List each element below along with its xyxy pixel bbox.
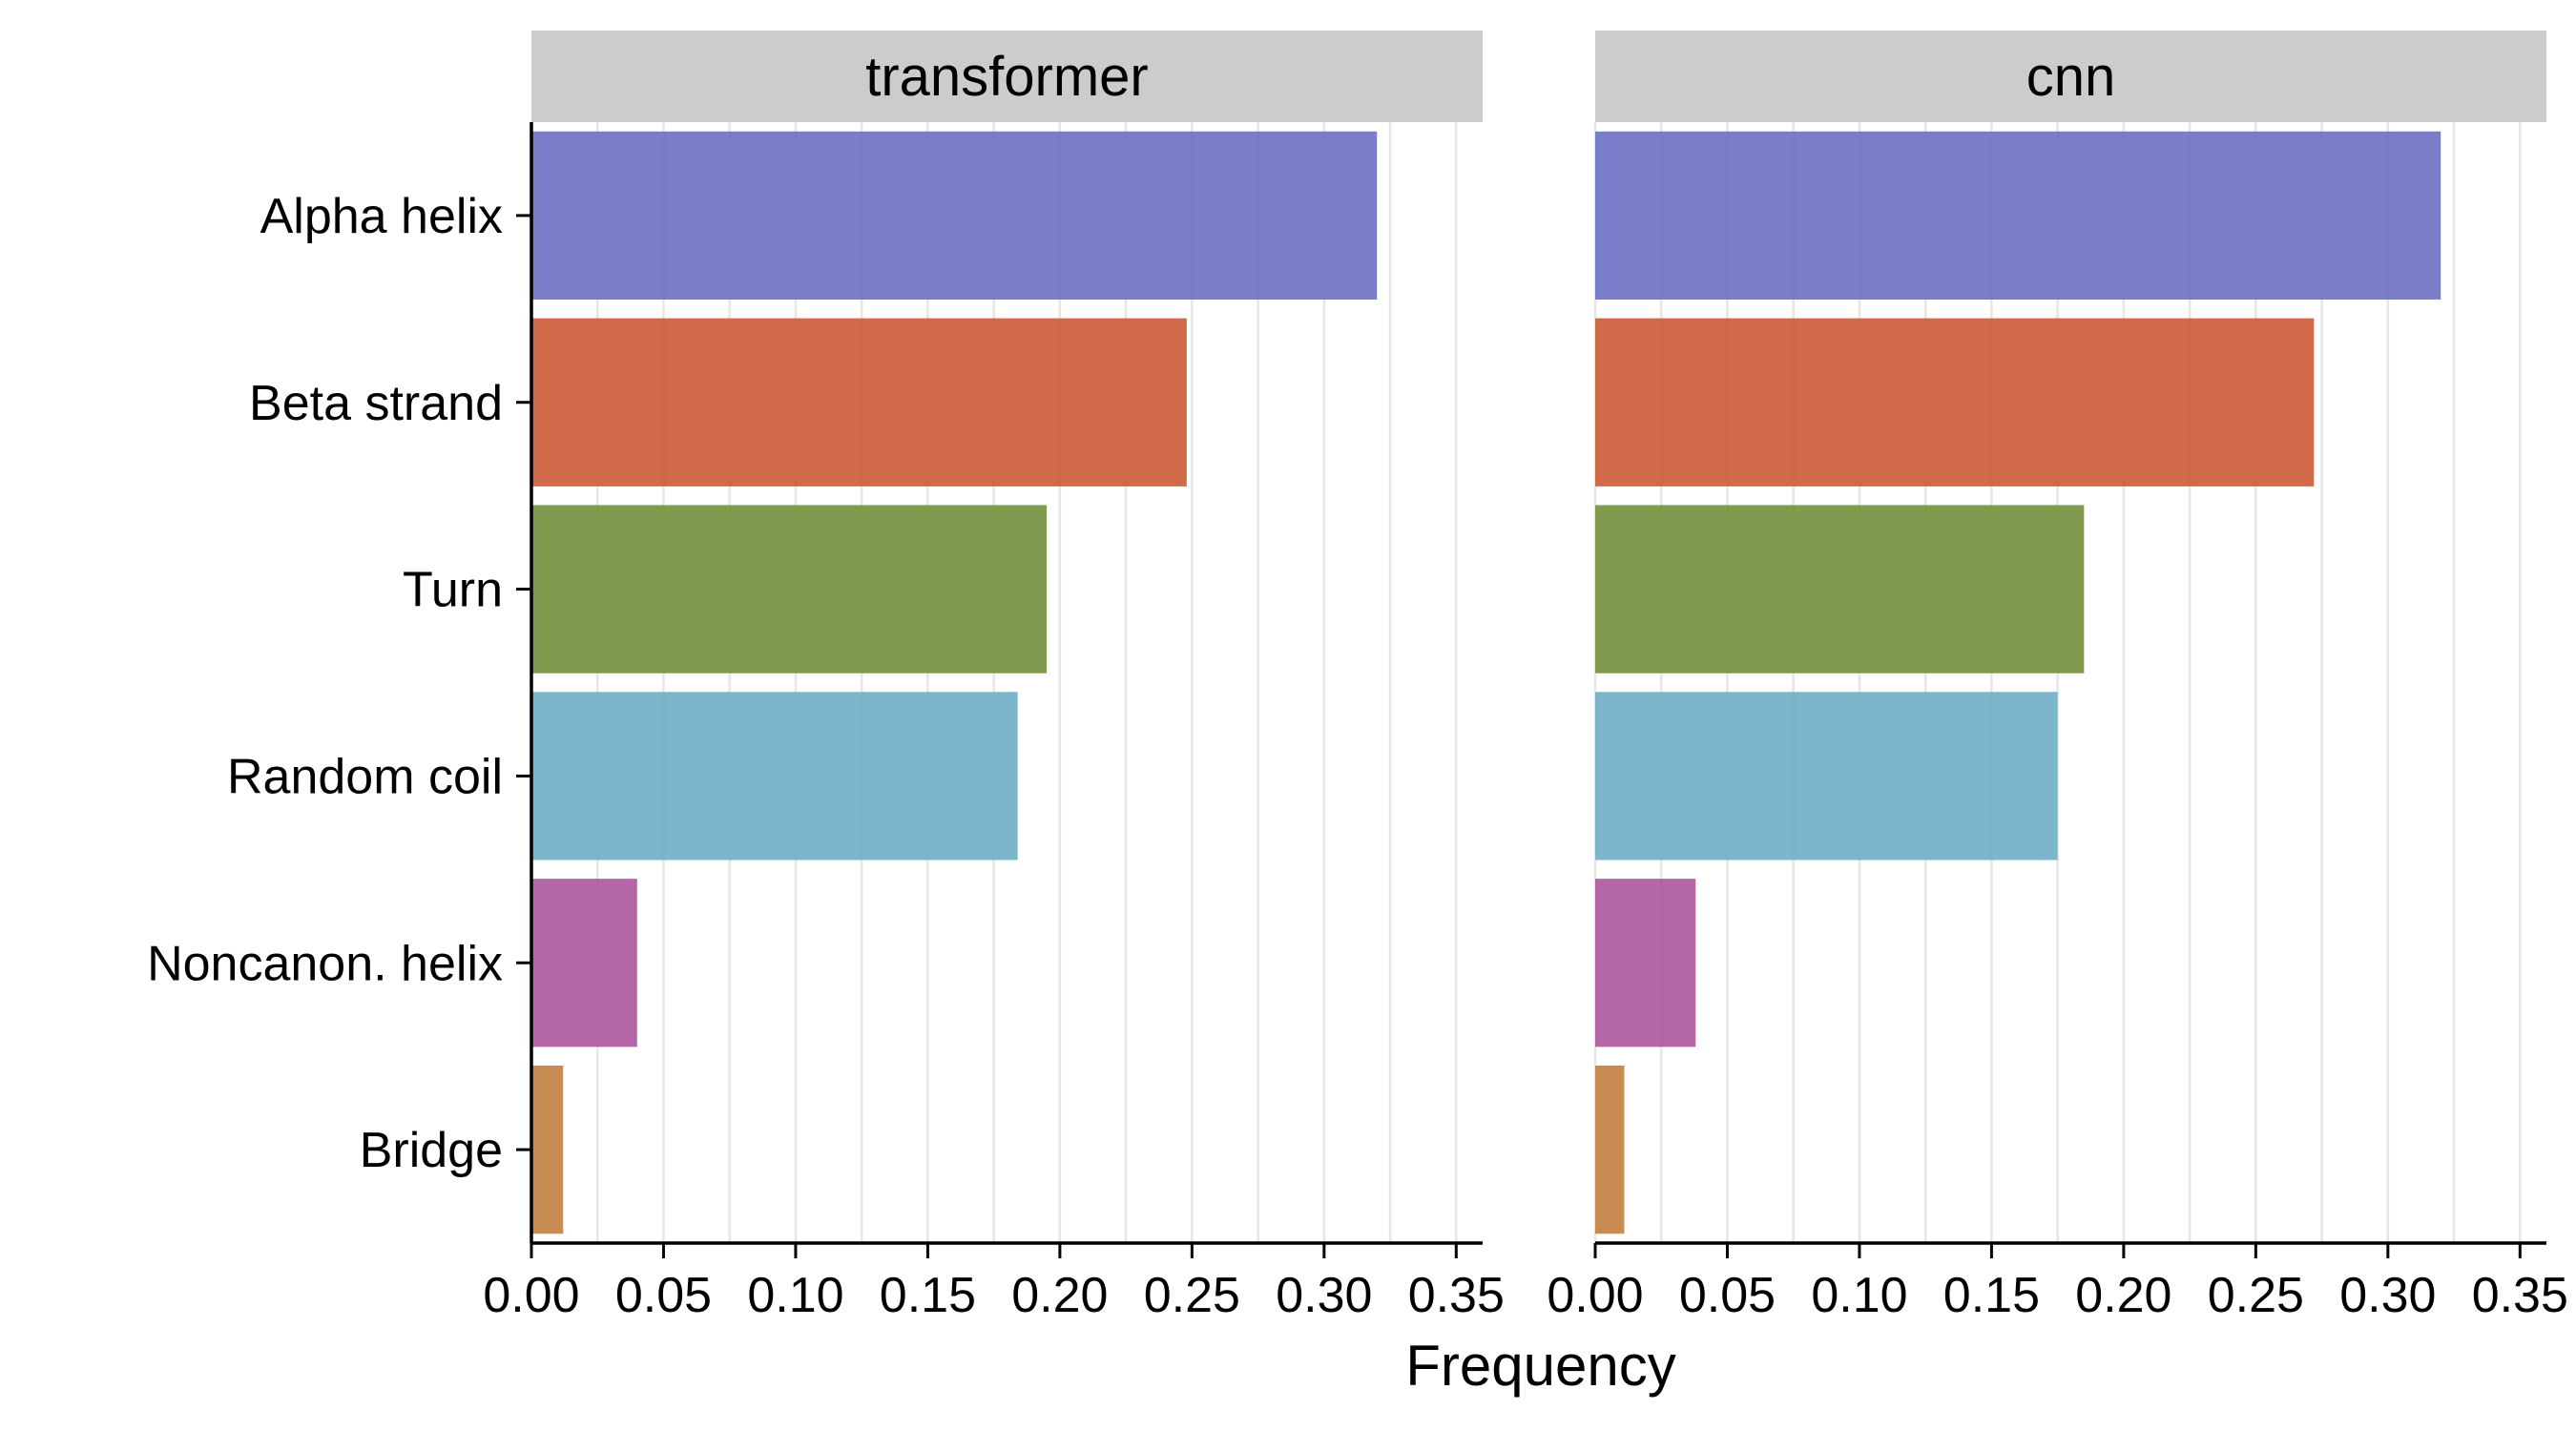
bar-alpha-helix	[1595, 131, 2441, 301]
y-tick-label: Alpha helix	[260, 189, 503, 244]
y-tick-label: Noncanon. helix	[147, 936, 503, 991]
bar-random-coil	[1595, 692, 2058, 861]
x-tick-label: 0.25	[2208, 1268, 2304, 1323]
facet-title: cnn	[2026, 46, 2116, 108]
x-tick-label: 0.00	[483, 1268, 579, 1323]
bar-noncanon-helix	[531, 879, 637, 1047]
bar-alpha-helix	[531, 131, 1378, 301]
x-tick-label: 0.00	[1547, 1268, 1643, 1323]
x-tick-label: 0.15	[880, 1268, 976, 1323]
bar-beta-strand	[1595, 318, 2315, 487]
x-tick-label: 0.05	[1679, 1268, 1776, 1323]
x-tick-label: 0.10	[1811, 1268, 1907, 1323]
bar-turn	[1595, 505, 2085, 674]
x-tick-label: 0.20	[2075, 1268, 2171, 1323]
x-tick-label: 0.30	[1276, 1268, 1372, 1323]
x-tick-label: 0.30	[2339, 1268, 2436, 1323]
bar-random-coil	[531, 692, 1018, 861]
x-tick-label: 0.35	[1408, 1268, 1505, 1323]
x-tick-label: 0.35	[2472, 1268, 2568, 1323]
x-axis-title: Frequency	[1405, 1334, 1675, 1398]
y-tick-label: Bridge	[360, 1123, 503, 1178]
facet-strip	[531, 31, 1483, 122]
bar-noncanon-helix	[1595, 879, 1696, 1047]
facet-strip	[1595, 31, 2546, 122]
x-tick-label: 0.10	[747, 1268, 843, 1323]
y-tick-label: Turn	[403, 563, 503, 618]
x-tick-label: 0.05	[615, 1268, 712, 1323]
x-tick-label: 0.25	[1144, 1268, 1240, 1323]
y-tick-label: Beta strand	[249, 376, 503, 431]
bar-bridge	[1595, 1065, 1625, 1234]
panel-transformer: transformer 0.00 0.05 0.10 0.15 0.20 0.25 0.30 0…	[147, 31, 1505, 1323]
bar-beta-strand	[531, 318, 1187, 487]
y-tick-label: Random coil	[227, 749, 503, 804]
panel-cnn: cnn 0.00 0.05 0.10 0.15 0.20 0.25 0.30 0.35	[1547, 31, 2568, 1323]
bar-turn	[531, 505, 1048, 674]
facet-title: transformer	[865, 46, 1149, 108]
x-tick-label: 0.20	[1011, 1268, 1108, 1323]
bar-bridge	[531, 1065, 564, 1234]
x-tick-label: 0.15	[1943, 1268, 2040, 1323]
